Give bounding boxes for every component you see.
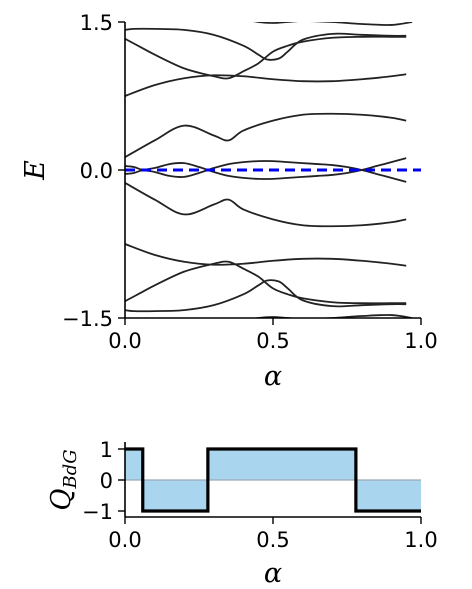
invariant-chart: 1 0 −1 0.0 0.5 1.0 α QBdG <box>46 438 438 589</box>
energy-band-line-12 <box>253 314 413 318</box>
energy-band-line-10 <box>125 279 407 313</box>
top-xtick-label: 1.0 <box>404 329 437 353</box>
energy-chart: 1.5 0.0 −1.5 0.0 0.5 1.0 α E <box>20 11 438 392</box>
top-ytick-label: 1.5 <box>80 11 113 35</box>
top-xtick-label: 0.5 <box>256 329 289 353</box>
bottom-ytick-label: −1 <box>82 500 113 524</box>
energy-band-line-8 <box>125 260 407 305</box>
top-y-axis-label: E <box>20 160 51 181</box>
bottom-xtick-label: 1.0 <box>404 528 437 552</box>
energy-band-line-9 <box>125 27 407 61</box>
energy-band-line-11 <box>253 22 413 26</box>
bottom-y-axis-label-main: Q <box>46 489 77 511</box>
bottom-ytick-label: 1 <box>100 438 113 462</box>
bottom-xtick-label: 0.5 <box>256 528 289 552</box>
bottom-y-axis-label: QBdG <box>46 449 81 510</box>
bottom-x-axis-label: α <box>264 558 282 589</box>
top-x-axis-label: α <box>264 361 282 392</box>
bottom-y-axis-label-sub: BdG <box>60 449 81 489</box>
top-ytick-label: −1.5 <box>62 307 113 331</box>
energy-band-line-4 <box>125 182 407 228</box>
bottom-xtick-label: 0.0 <box>108 528 141 552</box>
energy-band-line-7 <box>125 35 407 80</box>
top-xtick-label: 0.0 <box>108 329 141 353</box>
top-ytick-label: 0.0 <box>80 159 113 183</box>
energy-bands <box>125 22 413 318</box>
bottom-ytick-label: 0 <box>100 469 113 493</box>
energy-band-line-3 <box>125 112 407 158</box>
invariant-step-line <box>125 447 421 513</box>
energy-band-line-5 <box>125 73 407 97</box>
energy-band-line-6 <box>125 243 407 267</box>
